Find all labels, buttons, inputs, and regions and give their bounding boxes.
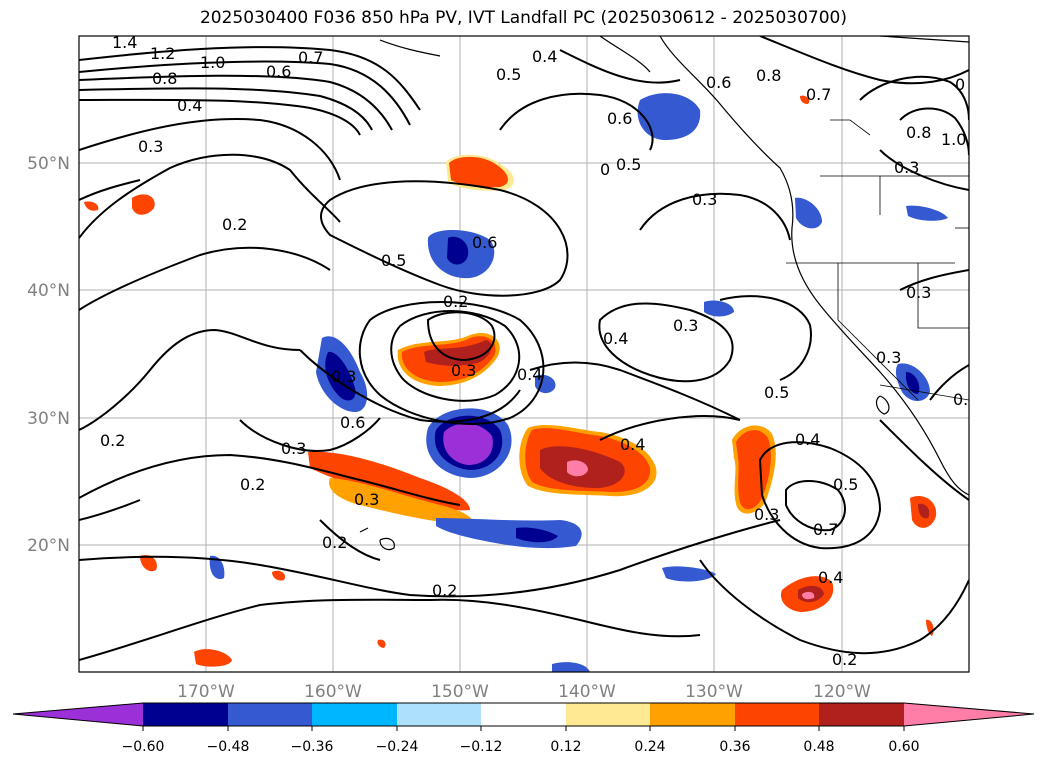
contour-label: 0.4 (603, 329, 628, 348)
contour-label: 0.3 (673, 316, 698, 335)
colorbar-segment (312, 703, 397, 726)
contour-label: 0.8 (756, 66, 781, 85)
contour-label: 0.5 (616, 155, 641, 174)
contour-label: 0.4 (795, 430, 820, 449)
colorbar-tick-label: −0.12 (460, 739, 503, 755)
contour-label: 0 (600, 160, 610, 179)
lon-label: 170°W (177, 682, 235, 702)
contour-label: 0.3 (451, 361, 476, 380)
contour-label: 0.7 (813, 520, 838, 539)
colorbar-segment (650, 703, 735, 726)
contour-label: 0.4 (517, 365, 542, 384)
contour-label: 0.3 (281, 439, 306, 458)
contour-label: 0.2 (322, 533, 347, 552)
colorbar-right-extension (904, 703, 1034, 726)
contour-label: 0.3 (354, 490, 379, 509)
contour-label: 0.8 (152, 69, 177, 88)
contour-label: 0.5 (496, 65, 521, 84)
contour-label: 0.4 (818, 568, 843, 587)
colorbar-tick-label: 0.36 (719, 739, 750, 755)
contour-label: 0.7 (298, 48, 323, 67)
contour-label: 0.2 (240, 475, 265, 494)
contour-label: 0.4 (532, 47, 557, 66)
map-title: 2025030400 F036 850 hPa PV, IVT Landfall… (199, 8, 847, 28)
colorbar-tick-label: 0.12 (550, 739, 581, 755)
contour-label: 1.4 (112, 33, 137, 52)
plot-area (79, 36, 969, 672)
colorbar-segment (735, 703, 819, 726)
colorbar-left-extension (13, 703, 143, 726)
contour-label: 0.3 (331, 367, 356, 386)
contour-label: 0.3 (906, 283, 931, 302)
contour-labels: 1.4 1.2 1.0 0.8 0.6 0.7 0.4 0.5 0.4 0.6 … (100, 33, 978, 669)
contour-label: 0.5 (764, 383, 789, 402)
colorbar-tick-label: −0.24 (376, 739, 419, 755)
pv-shading (84, 93, 948, 672)
contour-label: 0.4 (620, 435, 645, 454)
contour-label: 0.3 (138, 137, 163, 156)
gridlines (79, 36, 969, 672)
contour-label: 0.2 (222, 215, 247, 234)
contour-label: 0.3 (754, 505, 779, 524)
colorbar-segment (397, 703, 481, 726)
contour-label: 0.6 (706, 73, 731, 92)
contour-label: 1.2 (150, 44, 175, 63)
contour-label: 0.2 (443, 292, 468, 311)
colorbar-tick-label: 0.24 (634, 739, 665, 755)
contour-label: 0.8 (906, 123, 931, 142)
contour-label: 0.3 (692, 190, 717, 209)
lon-label: 120°W (813, 682, 871, 702)
colorbar-segment (566, 703, 650, 726)
contour-label: 0.3 (894, 158, 919, 177)
colorbar-segment (819, 703, 904, 726)
borders (786, 119, 969, 401)
colorbar-tick-label: −0.60 (122, 739, 165, 755)
contour-label: 0.2 (832, 650, 857, 669)
lon-label: 160°W (304, 682, 362, 702)
contour-label: 0.6 (472, 233, 497, 252)
contour-label: 0.4 (177, 96, 202, 115)
lon-label: 130°W (685, 682, 743, 702)
contour-label: 0.5 (833, 475, 858, 494)
lon-label: 140°W (558, 682, 616, 702)
contour-label: 0.5 (381, 251, 406, 270)
contour-label: 0.6 (607, 109, 632, 128)
contour-label: 0.2 (100, 431, 125, 450)
coastline (359, 36, 969, 551)
contour-label: 0.2 (432, 581, 457, 600)
colorbar-tick-label: −0.36 (291, 739, 334, 755)
colorbar-tick-label: 0.48 (803, 739, 834, 755)
lat-label: 40°N (27, 281, 70, 301)
contour-label: 0.4 (953, 390, 978, 409)
contour-label: 0.7 (806, 85, 831, 104)
contour-label: 1.0 (941, 130, 966, 149)
colorbar-segment (143, 703, 228, 726)
contour-label: 0.6 (266, 62, 291, 81)
lat-label: 20°N (27, 536, 70, 556)
colorbar-tick-label: −0.48 (207, 739, 250, 755)
colorbar-segment (228, 703, 312, 726)
contour-label: 0 (955, 75, 965, 94)
lat-label: 50°N (27, 154, 70, 174)
contour-label: 1.0 (200, 53, 225, 72)
lat-label: 30°N (27, 409, 70, 429)
plot-frame (78, 35, 970, 673)
contour-label: 0.3 (876, 348, 901, 367)
colorbar-ticks (142, 726, 905, 731)
colorbar-tick-label: 0.60 (888, 739, 919, 755)
pv-contours (79, 36, 969, 661)
colorbar: −0.60 −0.48 −0.36 −0.24 −0.12 0.12 0.24 … (12, 702, 1035, 755)
lon-label: 150°W (431, 682, 489, 702)
contour-label: 0.6 (340, 413, 365, 432)
axis-labels: 170°W 160°W 150°W 140°W 130°W 120°W 50°N… (27, 154, 871, 702)
colorbar-segment (481, 703, 566, 726)
